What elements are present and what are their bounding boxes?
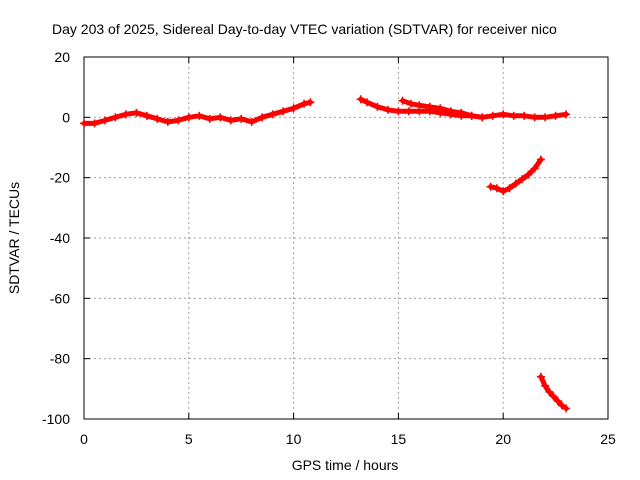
x-tick-label: 15: [391, 431, 407, 447]
data-trace-2: [400, 98, 485, 120]
x-tick-label: 25: [600, 431, 616, 447]
y-tick-labels: -100 -80 -60 -40 -20 0 20: [42, 49, 70, 427]
y-tick-label: -20: [50, 170, 70, 186]
x-tick-label: 20: [495, 431, 511, 447]
y-tick-label: 0: [62, 109, 70, 125]
x-tick-label: 0: [80, 431, 88, 447]
chart-title: Day 203 of 2025, Sidereal Day-to-day VTE…: [52, 21, 557, 37]
y-tick-label: -40: [50, 230, 70, 246]
y-tick-label: 20: [54, 49, 70, 65]
data-trace-3: [488, 157, 544, 194]
y-tick-label: -100: [42, 411, 70, 427]
data-points: [80, 95, 571, 413]
x-axis-label: GPS time / hours: [292, 457, 399, 473]
x-tick-label: 10: [286, 431, 302, 447]
y-tick-label: -60: [50, 290, 70, 306]
data-trace-0: [81, 99, 313, 126]
x-tick-labels: 0 5 10 15 20 25: [80, 431, 616, 447]
x-tick-label: 5: [185, 431, 193, 447]
grid: [84, 57, 608, 419]
axis-ticks: [83, 56, 609, 420]
y-tick-label: -80: [50, 351, 70, 367]
y-axis-label: SDTVAR / TECUs: [6, 182, 22, 294]
data-trace-4: [538, 374, 569, 411]
